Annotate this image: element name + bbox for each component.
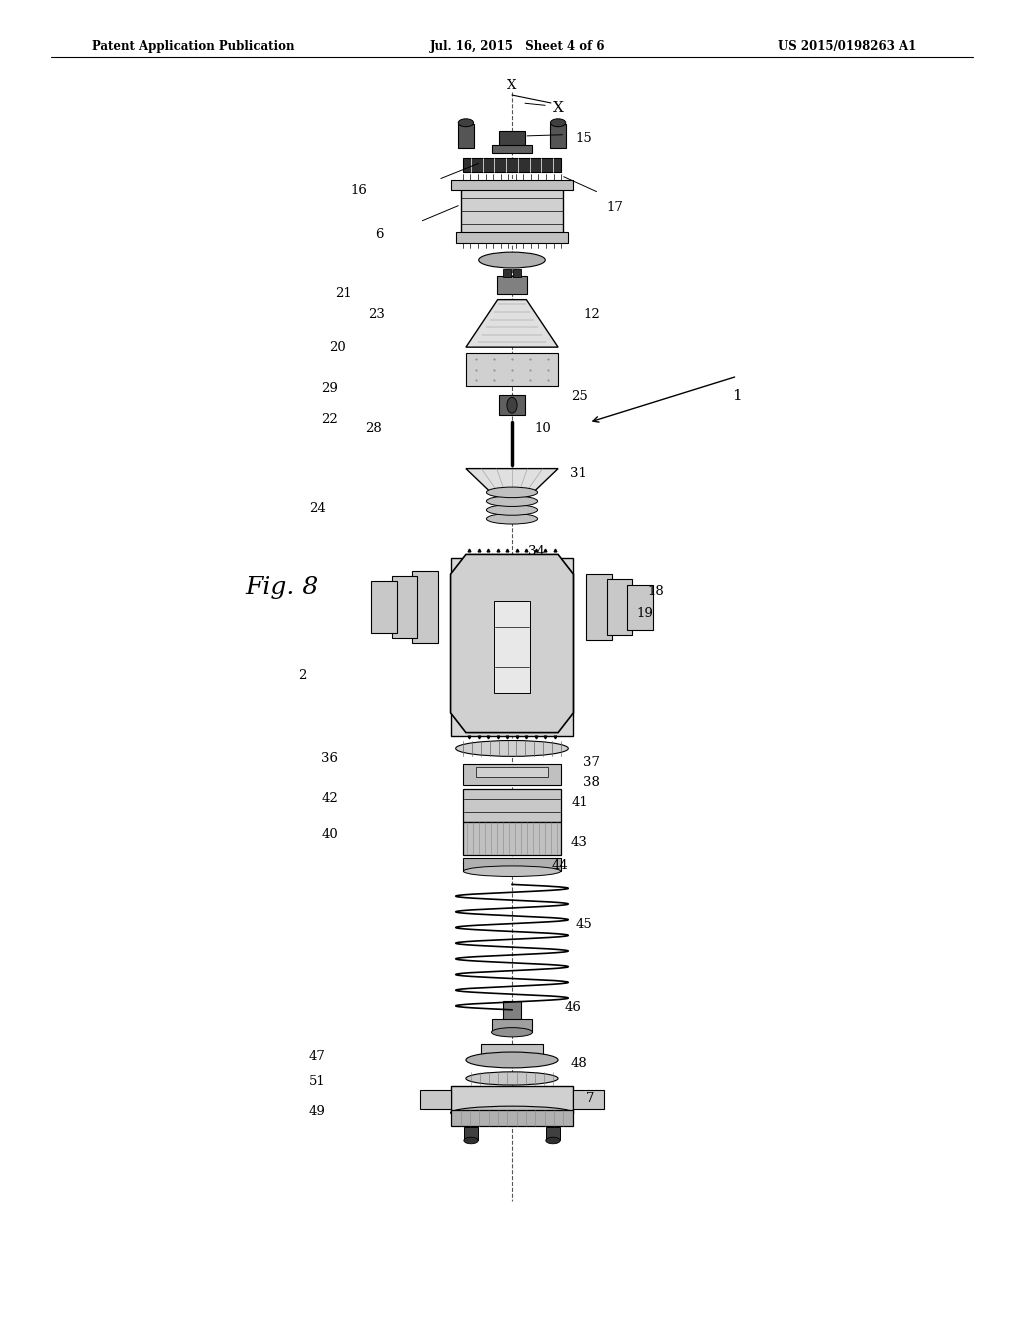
Text: US 2015/0198263 A1: US 2015/0198263 A1 [778, 40, 916, 53]
Bar [494, 601, 530, 693]
Text: 20: 20 [330, 341, 346, 354]
Text: 6: 6 [375, 228, 383, 242]
Bar [464, 1127, 478, 1140]
Text: 45: 45 [575, 917, 592, 931]
Text: 25: 25 [571, 389, 588, 403]
Text: 51: 51 [309, 1074, 326, 1088]
Bar [497, 276, 527, 294]
Bar [459, 124, 473, 148]
Text: 21: 21 [335, 286, 351, 300]
Ellipse shape [456, 741, 568, 756]
Ellipse shape [486, 513, 538, 524]
Bar [503, 269, 511, 277]
Bar [476, 767, 548, 777]
Text: 47: 47 [309, 1049, 326, 1063]
Text: 37: 37 [584, 756, 600, 770]
Bar [463, 764, 561, 785]
Ellipse shape [464, 1137, 478, 1143]
Ellipse shape [466, 1052, 558, 1068]
Ellipse shape [492, 1027, 532, 1038]
Bar [451, 557, 573, 737]
Bar [546, 1127, 560, 1140]
Bar [456, 232, 568, 243]
Ellipse shape [551, 119, 565, 127]
Text: Jul. 16, 2015   Sheet 4 of 6: Jul. 16, 2015 Sheet 4 of 6 [430, 40, 605, 53]
Bar [513, 269, 521, 277]
Bar [500, 131, 524, 147]
Text: 44: 44 [552, 859, 568, 873]
Text: 43: 43 [570, 836, 587, 849]
Text: 18: 18 [647, 585, 664, 598]
Text: 24: 24 [309, 502, 326, 515]
Text: 1: 1 [732, 389, 742, 403]
Bar [587, 574, 612, 640]
Bar [412, 570, 438, 643]
Text: 17: 17 [606, 201, 623, 214]
Text: 49: 49 [309, 1105, 326, 1118]
Text: 7: 7 [586, 1092, 594, 1105]
Bar [573, 1090, 604, 1109]
Ellipse shape [486, 496, 538, 507]
Bar [420, 1090, 451, 1109]
Bar [463, 788, 561, 821]
Bar [466, 354, 558, 385]
Text: 42: 42 [322, 792, 338, 805]
Ellipse shape [486, 487, 538, 498]
Text: 31: 31 [570, 467, 587, 480]
Text: 48: 48 [570, 1057, 587, 1071]
Text: 46: 46 [565, 1001, 582, 1014]
Text: 10: 10 [535, 422, 551, 436]
Bar [500, 396, 524, 414]
Text: 41: 41 [571, 796, 588, 809]
Text: 36: 36 [322, 752, 338, 766]
Ellipse shape [463, 866, 561, 876]
Text: 28: 28 [366, 422, 382, 436]
Text: X: X [507, 79, 517, 92]
Text: 22: 22 [322, 413, 338, 426]
Bar [492, 1019, 532, 1032]
Text: 16: 16 [350, 183, 367, 197]
Bar [492, 145, 532, 153]
Polygon shape [466, 469, 558, 499]
Text: 40: 40 [322, 828, 338, 841]
Bar [461, 187, 563, 235]
Bar [627, 585, 653, 630]
Bar [503, 1001, 521, 1030]
Ellipse shape [459, 119, 473, 127]
Polygon shape [466, 300, 558, 347]
Ellipse shape [451, 1106, 573, 1119]
Text: 29: 29 [322, 381, 338, 395]
Text: 15: 15 [575, 132, 592, 145]
Ellipse shape [507, 397, 517, 413]
Text: 12: 12 [584, 308, 600, 321]
Text: 2: 2 [298, 669, 306, 682]
Bar [607, 579, 633, 635]
Bar [451, 1086, 573, 1113]
Ellipse shape [486, 504, 538, 515]
Bar [551, 124, 566, 148]
Text: 19: 19 [637, 607, 653, 620]
Bar [463, 821, 561, 855]
Polygon shape [451, 554, 573, 733]
Bar [391, 576, 418, 638]
Ellipse shape [466, 1072, 558, 1085]
Bar [451, 180, 573, 190]
Bar [371, 581, 397, 632]
Text: 38: 38 [584, 776, 600, 789]
Bar [481, 1044, 543, 1060]
Text: 23: 23 [369, 308, 385, 321]
Bar [451, 1110, 573, 1126]
Bar [463, 858, 561, 871]
Text: Fig. 8: Fig. 8 [246, 576, 319, 599]
Text: X: X [553, 102, 564, 115]
Ellipse shape [479, 252, 545, 268]
Text: 34: 34 [528, 545, 545, 558]
Bar [463, 158, 561, 172]
Text: Patent Application Publication: Patent Application Publication [92, 40, 295, 53]
Ellipse shape [546, 1137, 560, 1143]
